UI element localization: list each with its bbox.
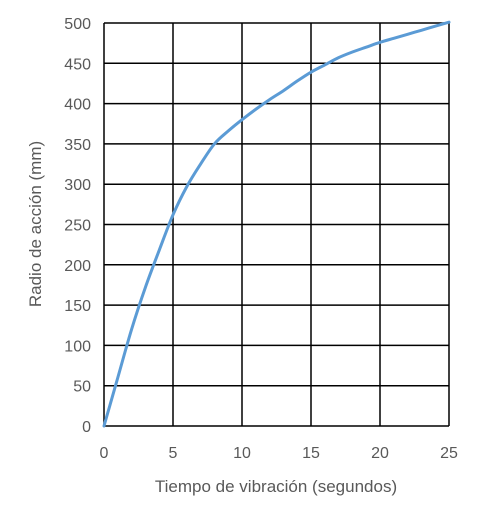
x-tick-label: 15: [302, 445, 320, 462]
x-tick-label: 5: [169, 445, 178, 462]
y-tick-label: 50: [73, 379, 91, 396]
x-tick-labels: 0 5 10 15 20 25: [100, 445, 458, 462]
y-tick-label: 500: [64, 16, 91, 33]
x-axis-title: Tiempo de vibración (segundos): [155, 477, 397, 496]
y-tick-label: 250: [64, 218, 91, 235]
y-tick-label: 400: [64, 97, 91, 114]
y-tick-label: 300: [64, 177, 91, 194]
y-tick-label: 200: [64, 258, 91, 275]
y-tick-label: 0: [82, 419, 91, 436]
y-tick-labels: 0 50 100 150 200 250 300 350 400 450 500: [64, 16, 91, 436]
y-tick-label: 150: [64, 298, 91, 315]
y-tick-label: 100: [64, 338, 91, 355]
x-tick-label: 25: [440, 445, 458, 462]
y-tick-label: 450: [64, 56, 91, 73]
x-tick-label: 0: [100, 445, 109, 462]
series-line: [102, 20, 451, 428]
grid-lines: [103, 22, 450, 427]
x-tick-label: 20: [371, 445, 389, 462]
y-axis-title: Radio de acción (mm): [26, 141, 45, 307]
y-tick-label: 350: [64, 137, 91, 154]
x-tick-label: 10: [233, 445, 251, 462]
